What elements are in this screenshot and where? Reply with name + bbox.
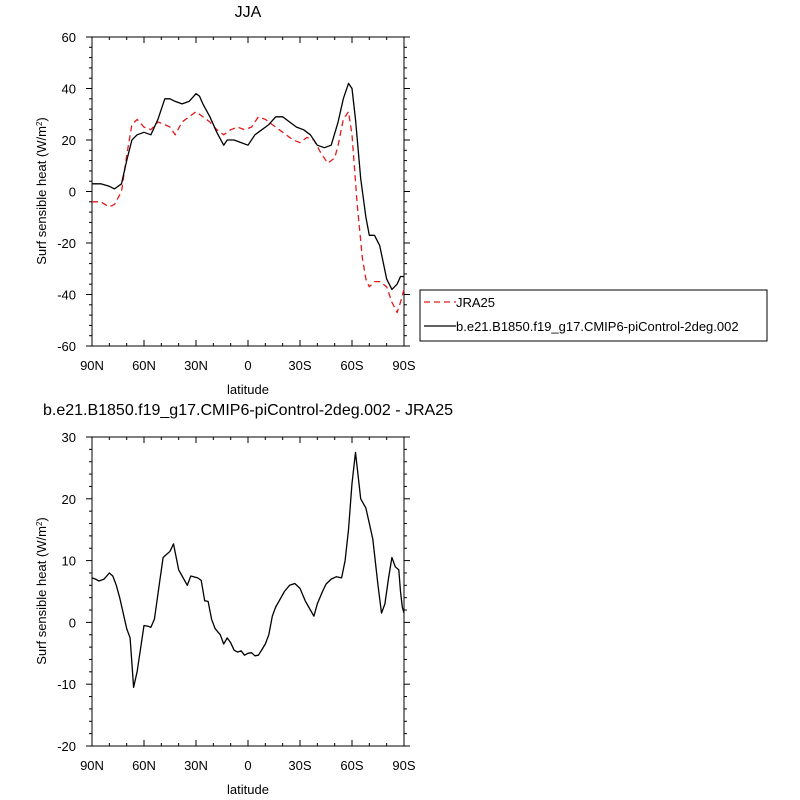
top-plot-frame (91, 36, 405, 347)
top-x-tick-label: 90S (392, 358, 415, 373)
bottom-y-tick-label: 20 (62, 492, 76, 507)
top-x-tick-label: 0 (244, 358, 251, 373)
top-y-tick-label: -40 (57, 288, 76, 303)
top-chart-title: JJA (235, 4, 262, 21)
top-y-tick-label: 60 (62, 30, 76, 45)
top-x-tick-label: 30N (184, 358, 208, 373)
bottom-y-tick-label: -10 (57, 677, 76, 692)
top-y-axis-label: Surf sensible heat (W/m2) (34, 117, 49, 265)
bottom-panel: b.e21.B1850.f19_g17.CMIP6-piControl-2deg… (34, 402, 453, 797)
top-y-tick-label: 40 (62, 82, 76, 97)
top-series-line-model (92, 82, 404, 291)
top-x-tick-label: 90N (80, 358, 104, 373)
top-y-axis-label-sup: 2 (35, 121, 44, 126)
top-y-axis-label-close: ) (34, 117, 49, 121)
top-x-tick-label: 60N (132, 358, 156, 373)
bottom-x-tick-label: 0 (244, 758, 251, 773)
legend-label-jra25: JRA25 (456, 295, 495, 310)
top-x-tick-label: 30S (288, 358, 311, 373)
bottom-plot-frame (91, 436, 405, 747)
top-y-axis-label-main: Surf sensible heat (W/m (34, 126, 49, 265)
legend: JRA25 b.e21.B1850.f19_g17.CMIP6-piContro… (419, 289, 768, 342)
top-panel: JJA 90N 60N 30N 0 30S 60S 90S-60-40-200204060 … (34, 4, 768, 397)
top-y-tick-label: -60 (57, 339, 76, 354)
bottom-x-tick-label: 90N (80, 758, 104, 773)
bottom-x-tick-label: 60N (132, 758, 156, 773)
bottom-x-tick-label: 30S (288, 758, 311, 773)
bottom-y-tick-label: 10 (62, 554, 76, 569)
bottom-y-axis-label-close: ) (34, 517, 49, 521)
top-y-tick-label: 0 (69, 185, 76, 200)
bottom-x-tick-label: 30N (184, 758, 208, 773)
bottom-series-line-difference (91, 451, 405, 688)
bottom-y-tick-label: 0 (69, 615, 76, 630)
bottom-chart-title: b.e21.B1850.f19_g17.CMIP6-piControl-2deg… (43, 402, 453, 419)
top-series-line-jra25 (92, 111, 405, 314)
top-x-tick-label: 60S (340, 358, 363, 373)
bottom-x-tick-label: 90S (392, 758, 415, 773)
bottom-x-axis-label: latitude (227, 782, 269, 797)
bottom-y-tick-label: 30 (62, 430, 76, 445)
bottom-y-tick-label: -20 (57, 739, 76, 754)
top-y-tick-label: -20 (57, 236, 76, 251)
top-y-tick-label: 20 (62, 133, 76, 148)
legend-box (419, 289, 768, 342)
bottom-y-axis-label-sup: 2 (35, 521, 44, 526)
bottom-y-axis-label: Surf sensible heat (W/m2) (34, 517, 49, 665)
legend-label-model: b.e21.B1850.f19_g17.CMIP6-piControl-2deg… (456, 319, 739, 334)
bottom-x-tick-label: 60S (340, 758, 363, 773)
bottom-y-axis-label-main: Surf sensible heat (W/m (34, 526, 49, 665)
top-x-axis-label: latitude (227, 382, 269, 397)
